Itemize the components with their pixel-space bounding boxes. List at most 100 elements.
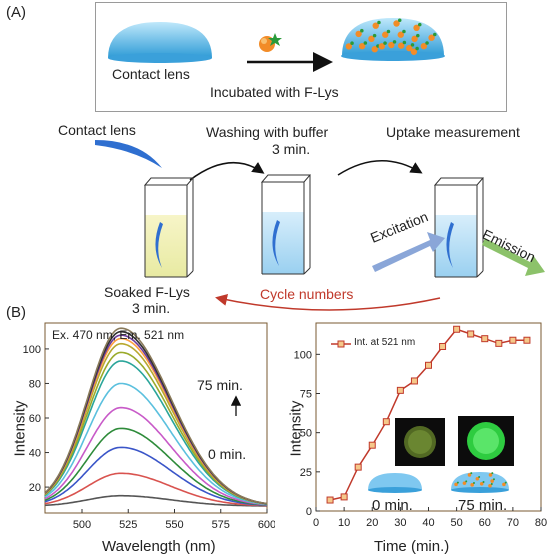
data-point [382,418,390,426]
molecule-dot [358,42,366,50]
washing-time: 3 min. [272,141,311,157]
time-ylabel: Intensity [287,400,305,457]
y-tick-label: 75 [300,389,312,401]
x-tick-label: 575 [212,519,230,531]
molecule-tag [386,29,391,34]
x-tick-label: 50 [451,517,463,529]
molecule-dot [420,42,428,50]
spectra-ylabel: Intensity [11,400,29,457]
time-chart: 0 10 20 30 40 50 60 70 80 0 25 50 75 100 [294,322,547,529]
molecule-dot [467,473,472,477]
x-tick-label: 550 [165,519,183,531]
molecule-dot [378,43,386,50]
data-point [340,493,348,501]
molecule-tag [416,33,420,38]
molecule-dot [397,31,404,38]
molecule-tag [472,482,475,485]
molecule-dot [355,30,362,38]
data-point [396,386,404,394]
data-point [425,361,432,369]
molecule-tag [433,32,437,37]
molecule-tag [410,43,415,47]
y-tick-label: 40 [29,448,41,460]
molecule-tag [397,18,402,23]
excitation-arrow [372,232,445,272]
molecule-tag [456,481,459,484]
molecule-dot [372,22,379,29]
data-point [481,335,489,343]
molecule-tag [465,480,468,483]
x-tick-label: 40 [422,517,434,529]
x-tick-label: 70 [507,517,519,529]
data-point [439,343,447,350]
molecule-tag [415,46,419,51]
molecule-tag [492,478,495,481]
x-tick-label: 600 [258,519,275,531]
y-tick-label: 100 [294,349,312,361]
molecule-tag [372,33,377,38]
molecule-dot [411,35,418,43]
molecule-tag [490,483,493,485]
spectrum-curve [44,327,268,505]
f-lys-molecule-icon [259,33,282,52]
molecule-dot [488,483,492,488]
data-point [523,336,531,344]
molecule-tag [470,472,473,475]
spectrum-curve [44,446,268,507]
inset-lens-empty [368,473,422,490]
contact-lens-label: Contact lens [112,66,190,82]
spectra-xlabel: Wavelength (nm) [102,538,216,555]
incubated-label: Incubated with F-Lys [210,84,339,100]
molecule-tag [392,40,397,44]
molecule-tag [377,20,381,25]
molecule-dot [462,481,467,485]
inset-right-label: 75 min. [458,497,508,514]
x-tick-label: 500 [73,519,91,531]
molecule-dot [428,34,435,41]
molecule-dot [479,481,484,486]
molecule-tag [383,41,387,45]
molecule-dot [488,473,493,477]
step-arrow-1 [189,161,265,181]
spectra-plot-frame [44,322,268,514]
spectrum-curve [44,494,267,507]
data-point [410,377,418,385]
legend-label: Int. at 521 nm [354,337,416,348]
molecule-dot [406,44,413,52]
molecule-dot [382,31,389,38]
y-tick-label: 20 [29,482,41,494]
molecule-tag [402,29,406,34]
adsorbed-molecules [345,18,437,55]
y-tick-label: 25 [300,467,312,479]
molecule-tag [425,41,429,45]
emission-arrow [482,238,545,276]
y-tick-label: 80 [29,378,41,390]
molecule-dot [371,46,378,53]
inset-left-label: 0 min. [372,497,413,514]
x-tick-label: 525 [119,519,137,531]
y-tick-label: 60 [29,413,41,425]
molecule-tag [360,28,364,33]
contact-lens-label-2: Contact lens [58,122,136,138]
panel-a-label: (A) [6,4,26,21]
x-tick-label: 10 [338,517,350,529]
data-point [509,336,517,344]
molecule-dot [388,41,395,49]
step-arrow-2 [337,160,423,176]
data-point [453,325,461,333]
inset-lens-loaded [451,472,509,490]
y-tick-label: 50 [300,428,312,440]
arrow-bottom-label: 0 min. [208,446,247,462]
molecule-dot [470,483,474,487]
molecule-dot [475,476,480,481]
molecule-tag [402,40,407,45]
molecule-tag [478,475,481,478]
panel-b-label: (B) [6,304,26,321]
molecule-tag [491,472,494,475]
y-tick-label: 0 [306,506,312,518]
y-tick-label: 100 [23,344,41,356]
data-point [326,496,334,504]
cuvette-measurement [433,177,485,278]
spectrum-curve [44,427,268,506]
